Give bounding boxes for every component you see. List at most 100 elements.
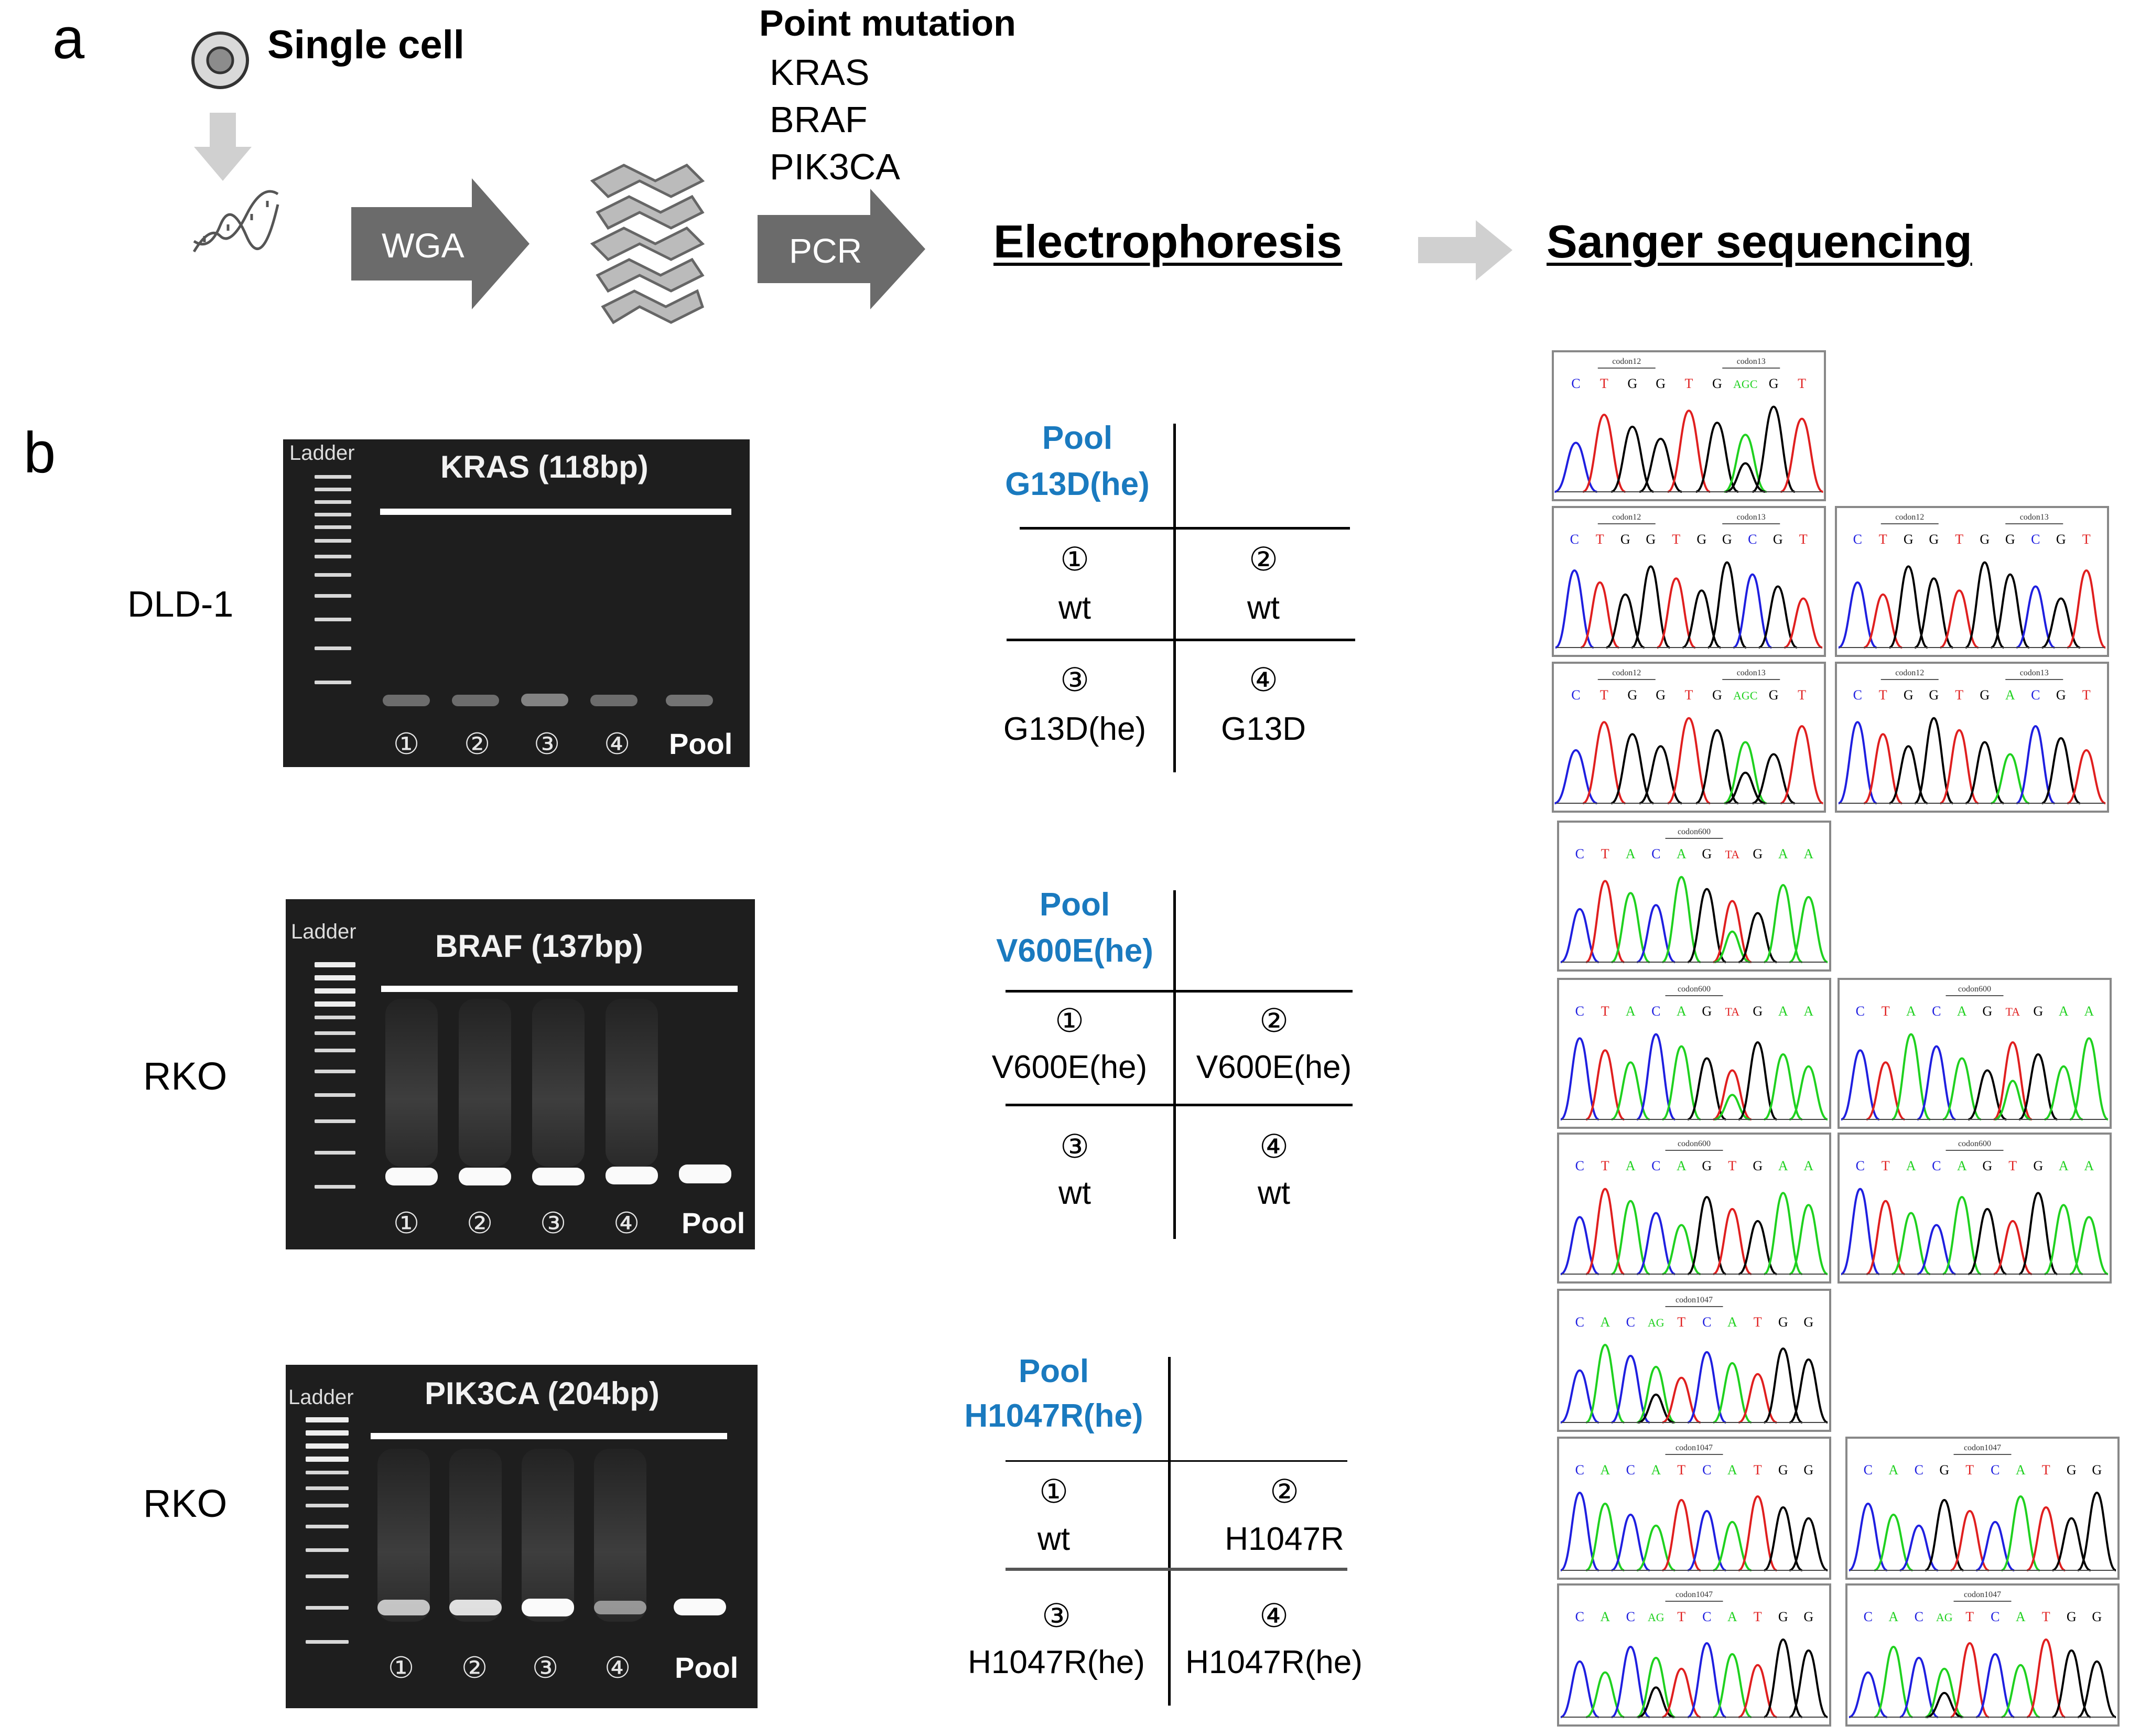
trace-peak [1636,1656,1676,1718]
base-call: A [2084,1004,2094,1019]
trace-peak-secondary [1725,771,1766,804]
base-call: AGC [1733,378,1757,391]
trace-peak [1611,425,1654,493]
sample-genotype: wt [1247,590,1280,626]
trace-peak [1899,1524,1939,1571]
trace-peak [1661,876,1701,963]
lane-smear [449,1449,502,1622]
codon-label: codon600 [1678,1139,1711,1148]
sample-number: ③ [1042,1598,1071,1634]
trace-peak [1763,1192,1803,1275]
base-call: T [1677,1609,1685,1624]
base-call: G [1803,1314,1813,1330]
base-call: C [1915,1609,1923,1624]
base-call: G [1980,532,1990,547]
trace-peak [1611,1354,1650,1424]
base-call: G [1773,532,1783,547]
base-call: T [1798,376,1806,391]
ladder-label: Ladder [288,1386,354,1409]
base-call: A [1888,1462,1898,1478]
pool-genotype: G13D(he) [1005,466,1150,502]
trace-peak-secondary [1714,930,1750,963]
base-call: G [1627,687,1637,703]
gel-title: BRAF (137bp) [435,929,643,964]
base-call: T [1677,1462,1685,1478]
trace-peak [1639,437,1682,493]
chromatogram-plot: codon1047 C A C AG T C A T G G [1560,1590,1828,1718]
trace-peak [1661,1045,1701,1120]
trace-peak [1606,593,1645,649]
trace-peak [1738,1664,1777,1718]
sample-genotype: wt [1058,590,1091,626]
trace-peak [1874,1513,1913,1571]
base-call: T [1685,376,1693,391]
base-call: A [1803,1158,1813,1173]
base-call: G [2092,1609,2102,1624]
lane-number: ③ [540,1206,567,1239]
base-call: A [1677,846,1687,861]
ladder-label: Ladder [289,441,355,465]
base-call: G [2033,1158,2043,1173]
pcr-label: PCR [789,231,862,270]
trace-peak [1763,1347,1803,1424]
base-call: A [1727,1462,1737,1478]
lane-number: ④ [604,1651,631,1684]
base-call: G [2056,532,2066,547]
chromatogram-plot: codon12 codon13 C T G G T G AGC G T [1554,668,1824,804]
sample-band [679,1164,731,1183]
base-call: A [1727,1609,1737,1624]
pcr-arrow-icon [758,189,925,309]
trace-peak [1585,880,1625,963]
trace-peak [1582,721,1626,804]
lane-smear [385,999,438,1167]
trace-peak [1724,741,1767,804]
codon-label: codon1047 [1676,1590,1713,1599]
ladder-label: Ladder [291,920,356,943]
codon-label: codon600 [1958,985,1991,994]
base-call: A [1778,1158,1788,1173]
lane-number: ① [393,1206,420,1239]
lane-smear [377,1449,430,1622]
base-call: A [1600,1609,1610,1624]
base-call: A [1626,1158,1636,1173]
trace-peak [1838,721,1877,804]
trace-peak [1940,589,1979,649]
trace-peak [1965,561,2005,649]
base-call: C [1932,1004,1941,1019]
lane-smear [532,999,585,1167]
base-call: A [1727,1314,1737,1330]
trace-peak [2018,1192,2058,1275]
gel-title: KRAS (118bp) [440,449,649,484]
trace-peak [1758,585,1798,649]
sample-number: ④ [1259,1129,1289,1165]
codon-label: codon1047 [1964,1590,2001,1599]
base-call: C [1575,1314,1584,1330]
trace-peak [1580,581,1619,649]
sample-number: ② [1249,542,1278,578]
gel-title: PIK3CA (204bp) [425,1376,660,1411]
sample-number: ① [1060,542,1089,578]
pool-genotype: H1047R(he) [964,1398,1143,1434]
trace-peak [1560,1216,1599,1275]
trace-peak [2018,1053,2058,1120]
trace-peak [2077,1660,2116,1718]
trace-peak [1975,1521,2015,1571]
base-call: G [1646,532,1656,547]
trace-peak [2041,737,2081,804]
trace-peak [1554,441,1597,493]
base-call: C [1626,1462,1635,1478]
base-call: A [1600,1314,1610,1330]
base-call: T [1672,532,1680,547]
trace-peak [2052,1517,2091,1571]
base-call: C [2031,687,2040,703]
base-call: G [1982,1158,1992,1173]
base-call: C [1864,1462,1873,1478]
base-call: C [1651,846,1660,861]
sample-band [522,1599,574,1616]
base-call: G [1803,1609,1813,1624]
gel-image-braf: Ladder BRAF (137bp) ① ② ③ ④ Pool [286,899,755,1249]
codon-label: codon13 [1737,357,1766,366]
gene-pik3ca: PIK3CA [770,146,900,187]
sample-band [532,1168,585,1185]
trace-peak-secondary [1638,1686,1674,1718]
